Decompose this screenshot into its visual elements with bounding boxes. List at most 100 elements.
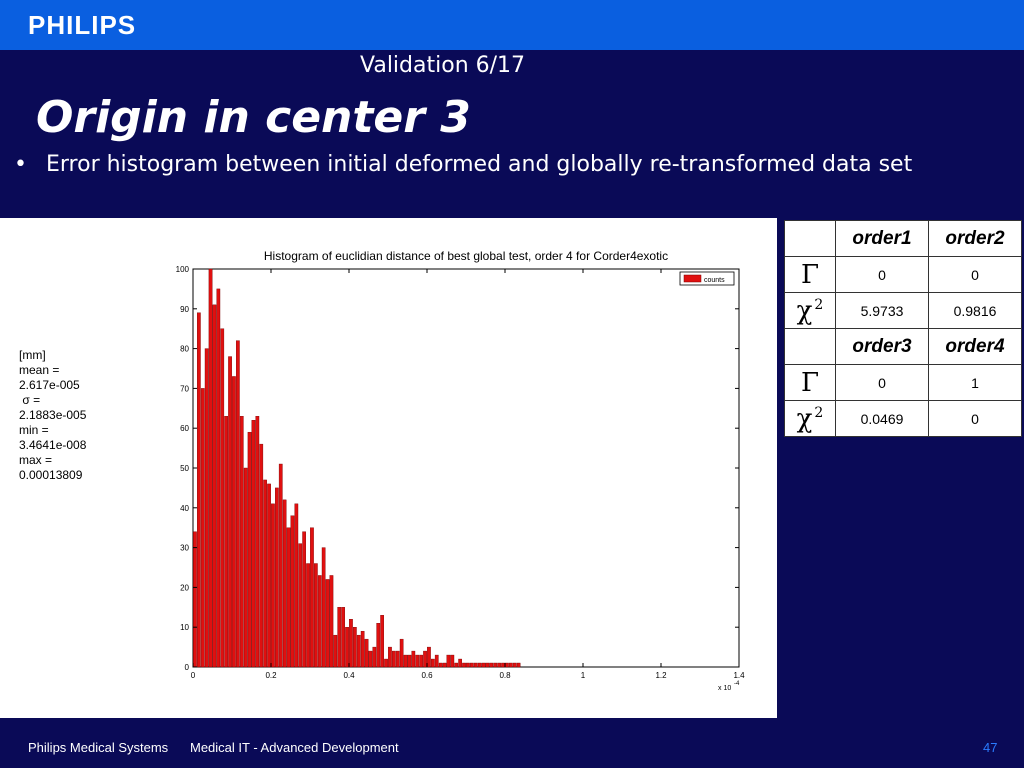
histogram-bar bbox=[399, 638, 404, 668]
histogram-bar bbox=[477, 662, 482, 668]
histogram-bar bbox=[364, 638, 369, 668]
histogram-bar bbox=[193, 531, 197, 668]
histogram-bar bbox=[259, 443, 264, 668]
histogram-bar bbox=[341, 607, 345, 668]
histogram-bar bbox=[388, 646, 392, 668]
stat-line: min = bbox=[19, 423, 49, 437]
x-axis-multiplier-exponent: -4 bbox=[734, 681, 740, 687]
histogram-bar bbox=[372, 646, 377, 668]
table-cell: 0.0469 bbox=[835, 400, 929, 437]
histogram-bar bbox=[278, 463, 283, 668]
histogram-bar bbox=[415, 654, 420, 668]
symbol-label: χ bbox=[796, 403, 813, 434]
histogram-bar bbox=[493, 662, 498, 668]
histogram-bar bbox=[470, 662, 474, 668]
histogram-bar bbox=[212, 304, 217, 668]
histogram-bar bbox=[466, 662, 470, 668]
histogram-bar bbox=[286, 527, 291, 668]
histogram-bar bbox=[376, 623, 381, 668]
results-table: order1 order2 Γ 0 0 χ 2 5.9733 0.9816 order3 order… bbox=[784, 220, 1022, 437]
histogram-bar bbox=[516, 662, 521, 668]
symbol-label: Γ bbox=[800, 259, 820, 290]
histogram-bar bbox=[489, 662, 494, 668]
y-tick-label: 0 bbox=[185, 663, 190, 672]
histogram-bar bbox=[438, 662, 443, 668]
symbol-label: χ bbox=[796, 295, 813, 326]
histogram-bar bbox=[501, 662, 505, 668]
histogram-bar bbox=[458, 658, 462, 668]
histogram-bar bbox=[462, 662, 466, 668]
histogram-bar bbox=[446, 654, 451, 668]
histogram-bar bbox=[263, 479, 267, 668]
table-cell: 0 bbox=[835, 256, 929, 293]
histogram-bar bbox=[392, 650, 396, 668]
histogram-bar bbox=[442, 662, 447, 668]
histogram-bar bbox=[485, 662, 490, 668]
histogram-bar bbox=[407, 654, 412, 668]
stat-line: σ = bbox=[19, 393, 41, 407]
page-number: 47 bbox=[983, 740, 998, 755]
y-tick-label: 10 bbox=[180, 623, 189, 632]
row-label: Γ bbox=[784, 256, 836, 293]
histogram-bar bbox=[267, 483, 271, 668]
histogram-bar bbox=[306, 563, 310, 668]
y-tick-label: 60 bbox=[180, 424, 189, 433]
histogram-figure: [mm] mean = 2.617e-005 σ = 2.1883e-005 m… bbox=[0, 218, 777, 718]
histogram-bar bbox=[509, 662, 513, 668]
histogram-bar bbox=[505, 662, 509, 668]
table-cell: 1 bbox=[928, 364, 1022, 401]
histogram-bar bbox=[353, 627, 357, 668]
stat-line: max = bbox=[19, 453, 53, 467]
histogram-bar bbox=[356, 634, 361, 668]
philips-logo: PHILIPS bbox=[28, 10, 137, 40]
histogram-bar bbox=[395, 650, 400, 668]
histogram-bar bbox=[454, 662, 459, 668]
histogram-bar bbox=[290, 515, 295, 668]
x-tick-label: 0.2 bbox=[265, 671, 277, 680]
table-cell: 0 bbox=[835, 364, 929, 401]
histogram-bar bbox=[220, 328, 225, 668]
stat-line: 2.617e-005 bbox=[19, 378, 80, 392]
histogram-bar bbox=[247, 431, 252, 668]
plot-area bbox=[192, 268, 740, 668]
symbol-label: Γ bbox=[800, 367, 820, 398]
slide-title: Origin in center 3 bbox=[36, 92, 471, 143]
histogram-bar bbox=[411, 650, 416, 668]
histogram-bar bbox=[314, 563, 318, 668]
column-header: order1 bbox=[835, 220, 929, 257]
histogram-bar bbox=[512, 662, 517, 668]
x-axis-multiplier: x 10 bbox=[718, 685, 731, 692]
histogram-bar bbox=[282, 499, 287, 668]
histogram-bar bbox=[224, 416, 228, 668]
row-label bbox=[784, 328, 836, 365]
bullet-item: • Error histogram between initial deforme… bbox=[14, 152, 912, 177]
histogram-bar bbox=[321, 547, 326, 668]
bullet-text: Error histogram between initial deformed… bbox=[46, 152, 913, 177]
y-tick-label: 40 bbox=[180, 504, 189, 513]
histogram-bar bbox=[251, 420, 256, 668]
stat-line: [mm] bbox=[19, 348, 46, 362]
x-tick-label: 0.8 bbox=[499, 671, 511, 680]
table-cell: 5.9733 bbox=[835, 292, 929, 329]
histogram-bar bbox=[497, 662, 501, 668]
histogram-bar bbox=[384, 658, 388, 668]
histogram-bar bbox=[200, 388, 205, 668]
histogram-bar bbox=[349, 619, 353, 668]
row-label bbox=[784, 220, 836, 257]
footer-department: Medical IT - Advanced Development bbox=[190, 740, 399, 755]
histogram-bar bbox=[333, 634, 338, 668]
symbol-superscript: 2 bbox=[814, 296, 824, 313]
symbol-superscript: 2 bbox=[814, 404, 824, 421]
histogram-bar bbox=[368, 650, 373, 668]
histogram-bar bbox=[232, 376, 236, 668]
table-row: order1 order2 bbox=[784, 220, 1022, 257]
histogram-bar bbox=[325, 579, 330, 668]
histogram-bar bbox=[380, 615, 384, 668]
histogram-bar bbox=[216, 288, 221, 668]
y-tick-label: 80 bbox=[180, 345, 189, 354]
histogram-bar bbox=[329, 575, 334, 668]
histogram-bar bbox=[360, 630, 365, 668]
